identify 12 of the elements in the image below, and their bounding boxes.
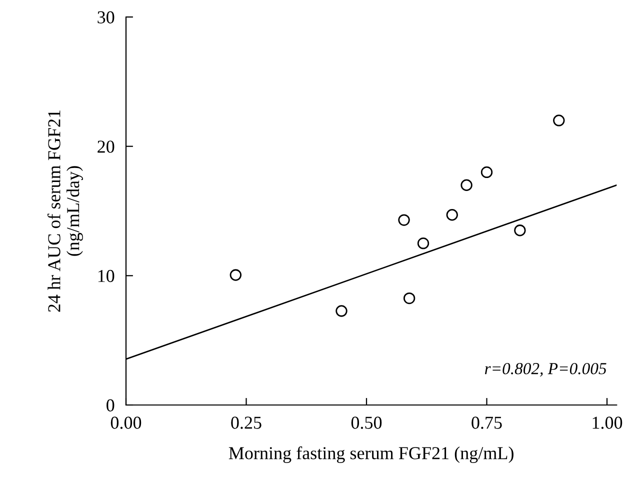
x-tick-label: 0.75 — [472, 416, 502, 429]
x-tick-label: 0.50 — [351, 416, 382, 429]
x-tick-label: 0.25 — [231, 416, 262, 429]
y-tick-label: 20 — [98, 140, 114, 153]
y-tick-label: 10 — [98, 270, 114, 282]
y-tick-label: 30 — [98, 11, 114, 24]
y-tick-label: 0 — [106, 399, 114, 412]
x-axis-title: Morning fasting serum FGF21 (ng/mL) — [228, 446, 514, 463]
y-axis-title: 24 hr AUC of serum FGF21 (ng/mL/day) — [47, 110, 83, 312]
annotation: r=0.802, P=0.005 — [484, 363, 606, 377]
x-tick-label: 1.00 — [592, 416, 622, 429]
x-tick-label: 0.00 — [110, 416, 142, 429]
